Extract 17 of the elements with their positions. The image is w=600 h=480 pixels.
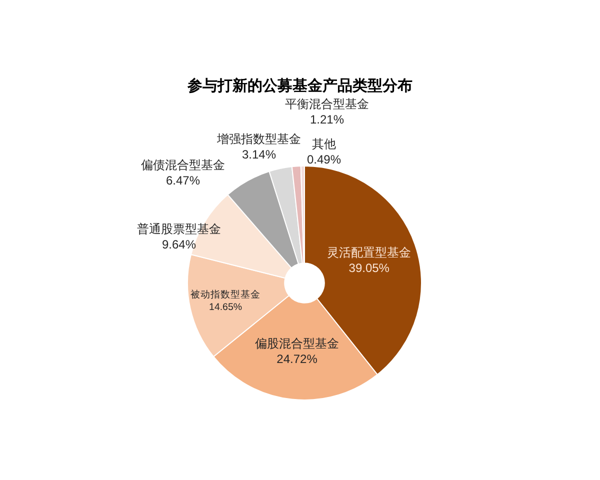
data-label: 0.49% <box>307 152 342 167</box>
slice-label: 偏债混合型基金 <box>141 158 225 172</box>
slice-label: 被动指数型基金 <box>190 288 261 300</box>
slice-label: 平衡混合型基金 <box>285 97 369 111</box>
data-label: 1.21% <box>310 112 344 127</box>
slice-label: 灵活配置型基金 <box>327 246 412 260</box>
slice-label: 普通股票型基金 <box>137 222 221 236</box>
chart-title: 参与打新的公募基金产品类型分布 <box>186 76 412 94</box>
data-label: 9.64% <box>162 238 196 252</box>
data-label: 14.65% <box>209 302 242 313</box>
slice-label: 其他 <box>312 137 336 151</box>
data-label: 6.47% <box>166 174 200 188</box>
data-label: 3.14% <box>242 148 276 162</box>
slice-label: 增强指数型基金 <box>216 132 301 146</box>
data-label: 39.05% <box>348 261 390 276</box>
slice-label: 偏股混合型基金 <box>255 336 340 350</box>
data-label: 24.72% <box>276 352 318 366</box>
